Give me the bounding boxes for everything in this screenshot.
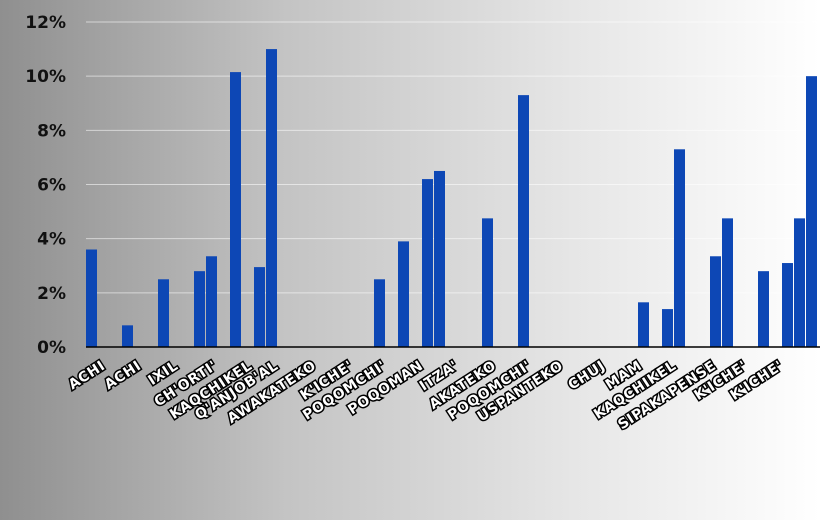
bar <box>158 279 169 347</box>
bar <box>206 256 217 347</box>
bar <box>638 302 649 347</box>
x-category-label: ACHI <box>102 358 144 393</box>
bar <box>518 95 529 347</box>
bar <box>662 309 673 347</box>
y-tick-label: 10% <box>25 67 66 87</box>
bar <box>266 49 277 347</box>
bar <box>722 218 733 347</box>
bar <box>434 170 445 347</box>
bar <box>194 271 205 347</box>
bar <box>674 149 685 347</box>
bar <box>86 249 97 347</box>
y-tick-label: 6% <box>37 176 66 196</box>
y-tick-label: 0% <box>37 338 66 358</box>
bar <box>710 256 721 347</box>
bar <box>782 263 793 347</box>
y-axis-ticks: 0% 2% 4% 6% 8% 10% 12% <box>25 13 66 358</box>
y-tick-label: 12% <box>25 13 66 33</box>
bar <box>230 72 241 348</box>
bar <box>254 267 265 347</box>
bar <box>794 218 805 347</box>
y-tick-label: 4% <box>37 230 66 250</box>
bar <box>122 325 133 347</box>
bar <box>806 76 817 348</box>
x-category-label: ACHI <box>66 358 108 393</box>
bar <box>398 241 409 347</box>
bar <box>374 279 385 347</box>
y-tick-label: 2% <box>37 284 66 304</box>
bar <box>422 179 433 347</box>
x-category-label: CHUJ <box>565 358 608 394</box>
bars <box>86 49 817 348</box>
y-tick-label: 8% <box>37 121 66 141</box>
bar <box>758 271 769 347</box>
bar <box>482 218 493 347</box>
